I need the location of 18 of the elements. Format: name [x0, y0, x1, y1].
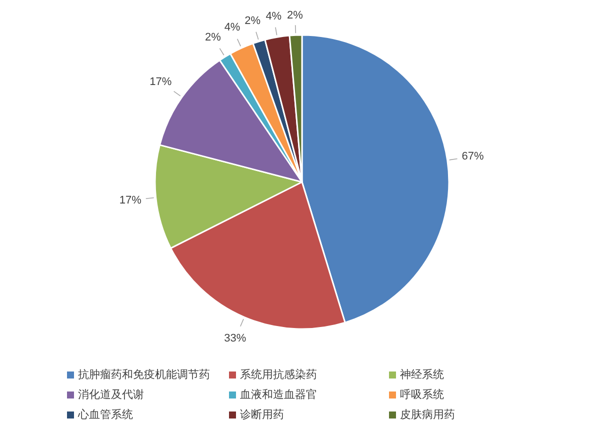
legend-label: 诊断用药	[240, 408, 284, 421]
data-label: 4%	[224, 22, 240, 34]
legend-label: 消化道及代谢	[78, 388, 144, 401]
legend-label: 抗肿瘤药和免疫机能调节药	[78, 368, 210, 381]
legend-label: 系统用抗感染药	[240, 368, 317, 381]
legend-label: 皮肤病用药	[400, 408, 455, 421]
data-label: 17%	[119, 194, 142, 206]
data-label: 67%	[462, 150, 484, 162]
data-label: 2%	[286, 9, 304, 22]
data-label: 2%	[244, 14, 261, 27]
legend-label: 心血管系统	[77, 408, 133, 421]
data-label: 2%	[204, 31, 222, 44]
data-label: 17%	[150, 76, 172, 88]
data-label: 33%	[224, 332, 246, 345]
legend-label: 呼吸系统	[400, 388, 444, 401]
data-label: 4%	[266, 10, 282, 23]
legend-label: 血液和造血器官	[240, 388, 317, 401]
legend-label: 神经系统	[400, 368, 444, 381]
